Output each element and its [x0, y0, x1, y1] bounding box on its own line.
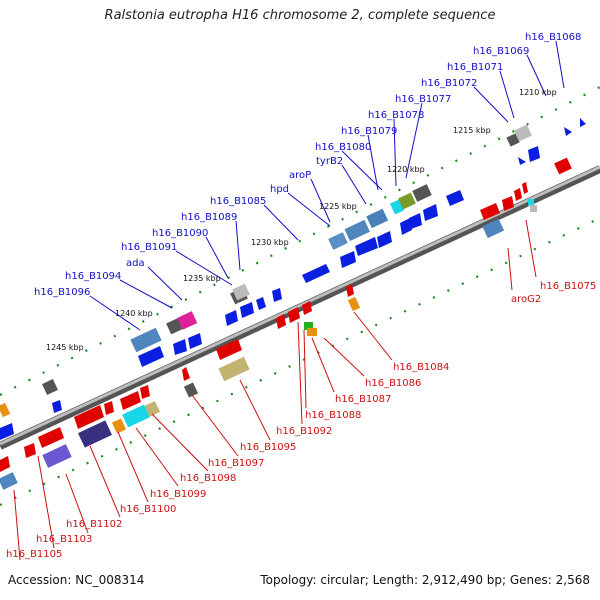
gene-label[interactable]: h16_B1092: [276, 426, 332, 437]
gene-label[interactable]: h16_B1088: [305, 410, 361, 421]
reverse-gene-labels: h16_B1075 aroG2 h16_B1084 h16_B1086 h16_…: [6, 281, 596, 560]
gene-label[interactable]: h16_B1068: [525, 32, 581, 43]
leader-lines: [13, 40, 565, 561]
gene-label[interactable]: h16_B1071: [447, 62, 503, 73]
gene-label[interactable]: h16_B1086: [365, 378, 421, 389]
gene-label[interactable]: h16_B1103: [36, 534, 92, 545]
forward-gene-labels: h16_B1068 h16_B1069 h16_B1071 h16_B1072 …: [34, 32, 581, 298]
gene-label[interactable]: h16_B1087: [335, 394, 391, 405]
gene-label[interactable]: h16_B1084: [393, 362, 449, 373]
tick-label: 1240 kbp: [115, 309, 153, 318]
gene-label[interactable]: h16_B1089: [181, 212, 237, 223]
gene-label[interactable]: h16_B1097: [208, 458, 264, 469]
map-title: Ralstonia eutropha H16 chromosome 2, com…: [104, 8, 496, 23]
chromosome-backbone: [0, 165, 600, 450]
gene-label[interactable]: h16_B1100: [120, 504, 176, 515]
gene-label[interactable]: hpd: [270, 184, 289, 195]
gene-label[interactable]: h16_B1072: [421, 78, 477, 89]
gene-label[interactable]: h16_B1069: [473, 46, 529, 57]
gene-label[interactable]: h16_B1077: [395, 94, 451, 105]
gene-label[interactable]: aroG2: [511, 294, 541, 305]
gene-label[interactable]: h16_B1102: [66, 519, 122, 530]
gene-label[interactable]: h16_B1094: [65, 271, 121, 282]
tick-label: 1215 kbp: [453, 126, 491, 135]
forward-genes[interactable]: [0, 118, 586, 440]
gene-label[interactable]: h16_B1091: [121, 242, 177, 253]
gene-label[interactable]: ada: [126, 258, 145, 269]
accession-text: Accession: NC_008314: [8, 573, 145, 587]
tick-label: 1245 kbp: [46, 343, 84, 352]
gene-label[interactable]: h16_B1075: [540, 281, 596, 292]
tick-labels: 1210 kbp 1215 kbp 1220 kbp 1225 kbp 1230…: [46, 88, 557, 352]
tick-label: 1235 kbp: [183, 274, 221, 283]
gene-label[interactable]: h16_B1099: [150, 489, 206, 500]
gene-label[interactable]: h16_B1090: [152, 228, 208, 239]
tick-label: 1220 kbp: [387, 165, 425, 174]
gene-label[interactable]: aroP: [289, 170, 311, 181]
gene-label[interactable]: h16_B1105: [6, 549, 62, 560]
genome-summary-text: Topology: circular; Length: 2,912,490 bp…: [260, 573, 590, 587]
gene-label[interactable]: h16_B1080: [315, 142, 371, 153]
gene-label[interactable]: h16_B1085: [210, 196, 266, 207]
tick-label: 1225 kbp: [319, 202, 357, 211]
gene-label[interactable]: h16_B1079: [341, 126, 397, 137]
gene-label[interactable]: h16_B1078: [368, 110, 424, 121]
gene-label[interactable]: h16_B1095: [240, 442, 296, 453]
tick-label: 1210 kbp: [519, 88, 557, 97]
gene-label[interactable]: h16_B1096: [34, 287, 90, 298]
gene-label[interactable]: h16_B1098: [180, 473, 236, 484]
tick-label: 1230 kbp: [251, 238, 289, 247]
gene-label[interactable]: tyrB2: [316, 156, 343, 167]
dotted-guides: [0, 86, 600, 506]
reverse-genes[interactable]: [0, 157, 572, 490]
